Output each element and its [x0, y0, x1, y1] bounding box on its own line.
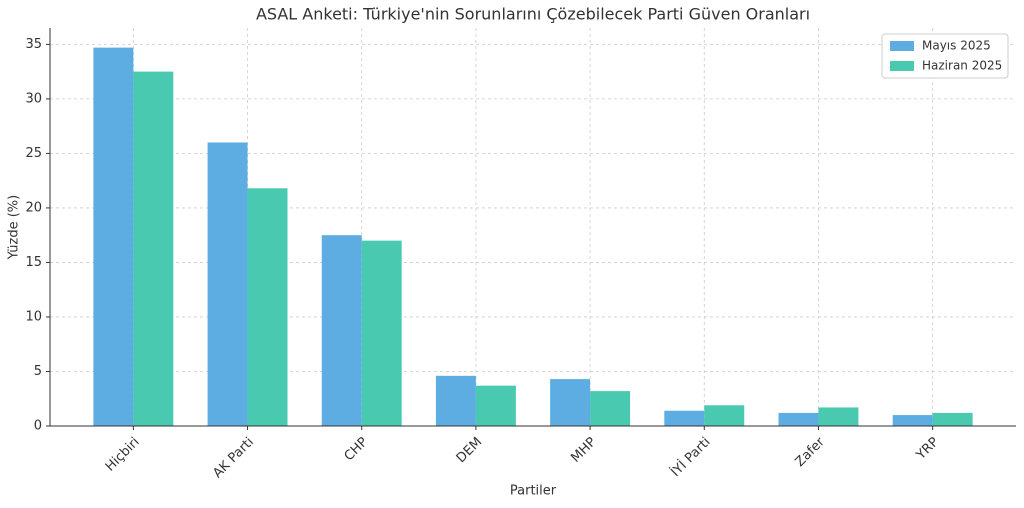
x-tick-label: CHP: [342, 435, 372, 465]
x-tick-label: MHP: [568, 435, 599, 466]
bar: [361, 240, 402, 426]
x-tick-label: DEM: [454, 435, 485, 466]
bar: [932, 412, 973, 426]
bar: [475, 385, 516, 426]
y-tick-label: 5: [34, 364, 42, 379]
bar: [207, 142, 248, 426]
y-tick-label: 15: [25, 255, 42, 270]
x-tick-label: İYİ Parti: [668, 434, 714, 480]
legend-swatch: [890, 41, 914, 51]
y-tick-label: 30: [25, 91, 42, 106]
y-tick-label: 35: [25, 37, 42, 52]
x-axis-label: Partiler: [510, 484, 557, 499]
bar: [664, 410, 705, 426]
bar: [435, 375, 476, 426]
bar: [93, 47, 134, 427]
x-tick-label: Zafer: [793, 434, 829, 470]
legend-swatch: [890, 61, 914, 71]
x-tick-label: AK Parti: [210, 435, 257, 482]
chart-title: ASAL Anketi: Türkiye'nin Sorunlarını Çöz…: [256, 5, 810, 24]
bar: [133, 71, 174, 426]
y-tick-label: 0: [34, 419, 42, 434]
y-tick-label: 10: [25, 309, 42, 324]
legend-label: Mayıs 2025: [922, 39, 991, 53]
y-axis-label: Yüzde (%): [7, 195, 22, 260]
bar: [590, 391, 631, 426]
legend-label: Haziran 2025: [922, 59, 1002, 73]
y-tick-label: 25: [25, 146, 42, 161]
bar: [321, 235, 362, 426]
bar: [550, 379, 591, 426]
bar: [818, 407, 859, 426]
x-tick-label: YRP: [913, 435, 942, 464]
bar: [704, 405, 745, 426]
bar: [247, 188, 288, 426]
x-tick-label: Hiçbiri: [103, 435, 143, 475]
bar: [778, 412, 819, 426]
bar: [892, 415, 933, 426]
y-tick-label: 20: [25, 200, 42, 215]
